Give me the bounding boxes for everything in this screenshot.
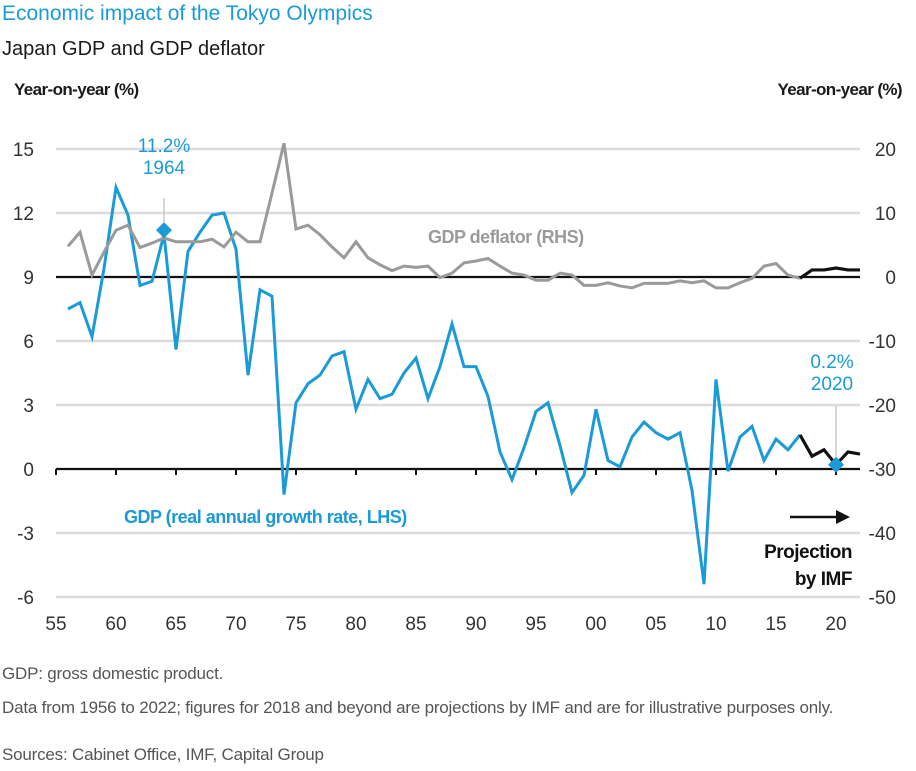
projection-arrow-head [836, 510, 850, 524]
gdp-line-projection [798, 434, 861, 468]
left-tick-label: 9 [23, 268, 34, 289]
left-tick-label: -3 [17, 524, 34, 545]
left-tick-label: 3 [23, 396, 34, 417]
annotation-year: 2020 [811, 374, 853, 395]
left-tick-label: 12 [13, 204, 34, 225]
right-tick-label: -30 [869, 460, 896, 481]
right-tick-label: -20 [869, 396, 896, 417]
series-lines [66, 142, 861, 585]
right-tick-label: -10 [869, 332, 896, 353]
footnote-data-note: Data from 1956 to 2022; figures for 2018… [2, 698, 834, 717]
x-tick-label: 55 [45, 614, 66, 635]
chart-plot: 15 12 9 6 3 0 -3 -6 20 10 0 -10 -20 -30 -40 -50 55 60 65… [13, 136, 896, 635]
gridlines [56, 147, 860, 599]
left-tick-label: -6 [17, 588, 34, 609]
gdp-series-label: GDP (real annual growth rate, LHS) [124, 507, 407, 527]
x-tick-label: 20 [825, 614, 846, 635]
x-tick-label: 85 [405, 614, 426, 635]
left-tick-label: 6 [23, 332, 34, 353]
footnote-sources: Sources: Cabinet Office, IMF, Capital Gr… [2, 745, 324, 764]
gdp-line [67, 181, 802, 585]
deflator-series-label: GDP deflator (RHS) [428, 227, 584, 247]
left-axis-title: Year-on-year (%) [14, 80, 139, 99]
x-tick-label: 65 [165, 614, 186, 635]
deflator-line-projection [799, 266, 860, 280]
annotation-value: 11.2% [138, 136, 191, 157]
left-tick-label: 0 [23, 460, 34, 481]
right-tick-label: -50 [869, 588, 896, 609]
x-tick-label: 10 [705, 614, 726, 635]
annotation-year: 1964 [143, 158, 186, 179]
right-tick-label: -40 [869, 524, 896, 545]
footnote-definition: GDP: gross domestic product. [2, 664, 224, 683]
annotations: 11.2%1964 0.2%2020 [138, 136, 854, 473]
projection-label-line1: Projection [764, 542, 852, 563]
annotation-marker-1964 [156, 222, 172, 239]
x-tick-label: 90 [465, 614, 486, 635]
right-tick-label: 0 [885, 268, 896, 289]
projection-annotation: Projection by IMF [764, 510, 853, 590]
annotation-marker-2020 [828, 456, 844, 473]
right-axis-title: Year-on-year (%) [777, 80, 902, 99]
x-tick-label: 15 [765, 614, 786, 635]
deflator-line [66, 142, 801, 290]
x-axis-ticks: 55 60 65 70 75 80 85 90 95 00 05 10 15 20 [45, 469, 847, 635]
left-axis-ticks: 15 12 9 6 3 0 -3 -6 [13, 140, 34, 609]
annotation-value: 0.2% [810, 352, 853, 373]
x-tick-label: 00 [585, 614, 606, 635]
right-axis-ticks: 20 10 0 -10 -20 -30 -40 -50 [869, 140, 896, 609]
chart-subtitle: Japan GDP and GDP deflator [2, 38, 265, 60]
x-tick-label: 60 [105, 614, 126, 635]
projection-label-line2: by IMF [795, 569, 852, 590]
left-tick-label: 15 [13, 140, 34, 161]
right-tick-label: 20 [875, 140, 896, 161]
x-tick-label: 70 [225, 614, 246, 635]
x-tick-label: 05 [645, 614, 666, 635]
x-tick-label: 80 [345, 614, 366, 635]
right-tick-label: 10 [875, 204, 896, 225]
x-tick-label: 75 [285, 614, 306, 635]
chart-title: Economic impact of the Tokyo Olympics [2, 2, 373, 25]
x-tick-label: 95 [525, 614, 546, 635]
